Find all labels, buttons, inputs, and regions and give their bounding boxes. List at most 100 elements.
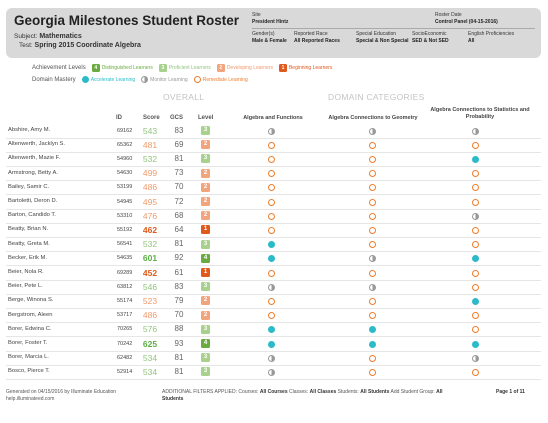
row-divider	[6, 137, 541, 139]
table-row: Altenwerth, Mazie F. 54960 532 81 3	[6, 152, 541, 166]
sped-value: Special & Non Special	[356, 38, 409, 44]
table-row: Beatty, Greta M. 56541 532 81 3	[6, 238, 541, 252]
row-divider	[6, 379, 541, 380]
remediate-dot-icon	[369, 269, 376, 277]
accelerate-dot-icon	[268, 340, 275, 348]
student-gcs: 73	[174, 168, 184, 178]
student-name[interactable]: Bosco, Pierce T.	[8, 368, 50, 375]
row-divider	[6, 251, 541, 253]
monitor-dot-icon	[472, 127, 479, 135]
row-divider	[6, 265, 541, 267]
table-row: Berge, Winona S. 55174 523 79 2	[6, 294, 541, 308]
student-name[interactable]: Borer, Marcia L.	[8, 354, 49, 361]
col-level: Level	[198, 115, 214, 121]
remediate-dot-icon	[472, 184, 479, 192]
student-score: 532	[142, 239, 158, 250]
legend-distinguished: 4 Distinguished Learners	[91, 64, 153, 72]
row-divider	[6, 180, 541, 182]
accelerate-dot-icon	[268, 326, 275, 334]
student-score: 452	[142, 267, 158, 278]
remediate-dot-icon	[472, 269, 479, 277]
student-id: 54960	[117, 155, 133, 162]
student-id: 53310	[117, 212, 133, 219]
report-header: Georgia Milestones Student Roster Subjec…	[6, 8, 541, 58]
student-score: 476	[142, 210, 158, 221]
accelerate-dot-icon	[81, 76, 89, 83]
student-name[interactable]: Bailey, Samir C.	[8, 183, 50, 190]
remediate-dot-icon	[268, 297, 275, 305]
remediate-dot-icon	[268, 198, 275, 206]
monitor-dot-icon	[369, 127, 376, 135]
remediate-dot-icon	[268, 269, 275, 277]
sped-info: Special Education Special & Non Special	[356, 31, 409, 45]
student-name[interactable]: Berge, Winona S.	[8, 297, 54, 304]
header-divider	[252, 28, 535, 29]
student-name[interactable]: Bergstrom, Aleen	[8, 311, 53, 318]
row-divider	[6, 279, 541, 281]
gender-label: Gender(s)	[252, 31, 275, 37]
level-badge: 4	[201, 253, 210, 263]
student-id: 56541	[117, 241, 133, 248]
student-name[interactable]: Beier, Pete L.	[8, 283, 43, 290]
legend-developing: 2 Developing Learners	[216, 64, 273, 72]
student-name[interactable]: Barton, Candido T.	[8, 212, 56, 219]
monitor-dot-icon	[369, 255, 376, 263]
accelerate-dot-icon	[369, 326, 376, 334]
student-name[interactable]: Beier, Nola R.	[8, 269, 44, 275]
student-id: 54945	[117, 198, 133, 205]
student-name[interactable]: Borer, Edwina C.	[8, 325, 52, 332]
monitor-dot-icon	[369, 283, 376, 291]
site-value: President Hintz	[252, 19, 289, 25]
race-value: All Reported Races	[294, 38, 340, 44]
remediate-dot-icon	[369, 297, 376, 305]
table-row: Bartoletti, Deron D. 54945 495 72 2	[6, 195, 541, 209]
legend-monitor: Monitor Learning	[141, 76, 188, 83]
remediate-dot-icon	[268, 170, 275, 178]
col-algebra-geometry: Algebra Connections to Geometry	[328, 115, 418, 121]
level-badge: 3	[201, 282, 210, 292]
help-link[interactable]: help.illuminateed.com	[6, 395, 55, 402]
remediate-dot-icon	[472, 170, 479, 178]
generated-text: Generated on 04/15/2016 by Illuminate Ed…	[6, 389, 117, 395]
remediate-dot-icon	[472, 198, 479, 206]
race-info: Reported Race All Reported Races	[294, 31, 340, 45]
student-name[interactable]: Abshire, Amy M.	[8, 127, 51, 133]
student-name[interactable]: Beatty, Greta M.	[8, 240, 50, 247]
student-name[interactable]: Altenwerth, Mazie F.	[8, 155, 61, 162]
ses-info: SocioEconomic SED & Not SED	[412, 31, 449, 45]
remediate-dot-icon	[472, 368, 479, 376]
student-score: 523	[142, 295, 158, 306]
domain-categories-heading: DOMAIN CATEGORIES	[328, 92, 425, 102]
level-badge: 3	[201, 126, 210, 135]
student-name[interactable]: Bartoletti, Deron D.	[8, 198, 58, 204]
remediate-dot-icon	[472, 226, 479, 234]
student-id: 63812	[117, 283, 133, 290]
ell-label: English Proficiencies	[468, 31, 515, 37]
sped-label: Special Education	[356, 31, 397, 37]
remediate-dot-icon	[268, 212, 275, 220]
student-name[interactable]: Borer, Foster T.	[8, 340, 48, 346]
student-name[interactable]: Beatty, Brian N.	[8, 226, 49, 233]
race-label: Reported Race	[294, 31, 328, 37]
monitor-dot-icon	[268, 368, 275, 376]
student-name[interactable]: Altenwerth, Jacklyn S.	[8, 141, 66, 148]
achievement-legend-label: Achievement Levels	[32, 65, 86, 71]
accelerate-dot-icon	[472, 255, 479, 263]
level-badge: 2	[201, 310, 210, 320]
student-name[interactable]: Becker, Erik M.	[8, 254, 47, 261]
ses-value: SED & Not SED	[412, 38, 449, 44]
ell-value: All	[468, 38, 475, 44]
remediate-dot-icon	[369, 226, 376, 234]
gender-info: Gender(s) Male & Female	[252, 31, 287, 45]
student-score: 546	[142, 281, 158, 292]
student-score: 495	[142, 196, 158, 207]
student-gcs: 81	[174, 366, 184, 376]
level-badge: 3	[201, 154, 210, 164]
test-label: Test:	[19, 42, 33, 49]
monitor-dot-icon	[472, 354, 479, 362]
test-line: Test: Spring 2015 Coordinate Algebra	[19, 42, 141, 49]
row-divider	[6, 237, 541, 238]
student-name[interactable]: Armstrong, Betty A.	[8, 169, 58, 176]
accelerate-dot-icon	[472, 155, 479, 163]
ell-info: English Proficiencies All	[468, 31, 514, 45]
